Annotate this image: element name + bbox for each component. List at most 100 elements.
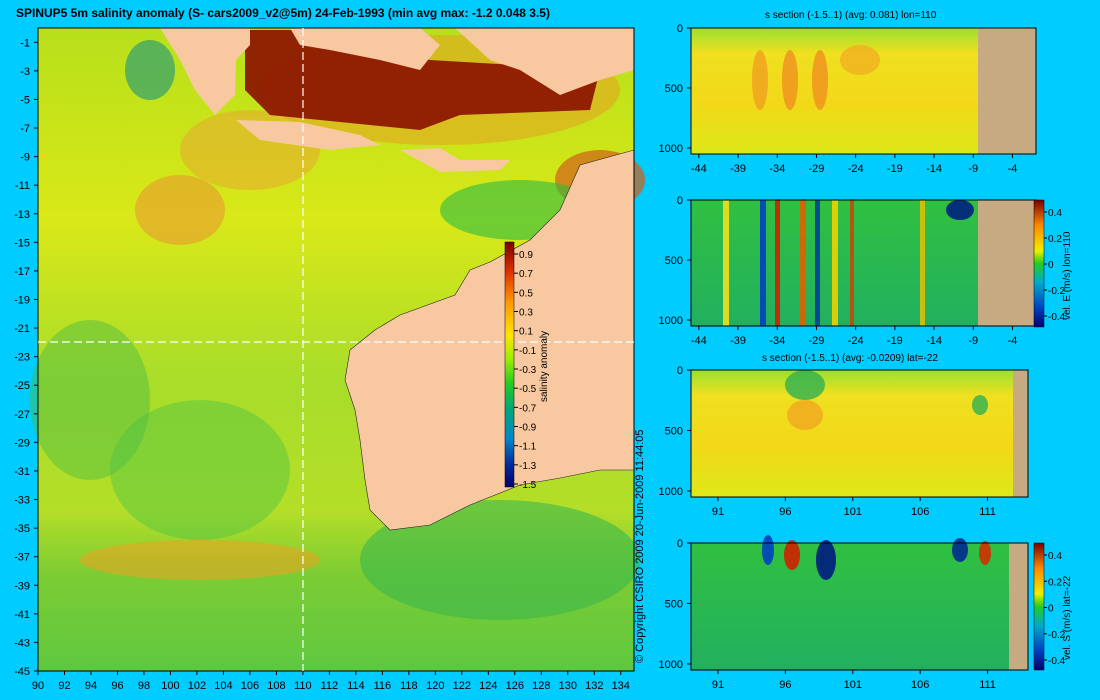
vel-e-label: vel. E (m/s) lon=110 (1062, 231, 1073, 320)
main-map-title: SPINUP5 5m salinity anomaly (S- cars2009… (16, 6, 550, 20)
x-tick-label: 104 (214, 680, 232, 692)
y-tick-label: -13 (14, 209, 30, 221)
x-tick-label: 102 (188, 680, 206, 692)
section-y-tick-label: 500 (665, 598, 683, 610)
section-x-tick-label: 96 (779, 506, 791, 518)
section-y-tick-label: 1000 (659, 486, 683, 498)
y-tick-label: -17 (14, 266, 30, 278)
y-tick-label: -37 (14, 552, 30, 564)
colorbar-tick-label: -0.1 (519, 346, 537, 357)
panel-sal-lat (690, 369, 1029, 498)
section-x-tick-label: 91 (712, 506, 724, 518)
section-x-tick-label: -4 (1008, 335, 1018, 347)
section-x-tick-label: 91 (712, 679, 724, 691)
y-tick-label: -11 (15, 180, 30, 192)
section-y-tick-label: 1000 (659, 143, 683, 155)
vel-colorbar-tick-label: -0.4 (1048, 312, 1066, 323)
section-x-tick-label: -19 (887, 163, 903, 175)
x-tick-label: 96 (111, 680, 123, 692)
lesser-sunda-land (400, 148, 510, 172)
y-tick-label: -7 (20, 123, 30, 135)
y-tick-label: -27 (14, 409, 30, 421)
x-tick-label: 134 (612, 680, 630, 692)
section-x-tick-label: -9 (968, 335, 978, 347)
sulawesi-land (455, 28, 634, 95)
map-plot-area (30, 27, 645, 672)
x-tick-label: 130 (559, 680, 577, 692)
section-y-tick-label: 1000 (659, 659, 683, 671)
section-x-tick-label: -4 (1008, 163, 1018, 175)
section-x-tick-label: -24 (848, 335, 864, 347)
colorbar-tick-label: 0.3 (519, 308, 533, 319)
borneo-land (290, 28, 440, 70)
section-y-tick-label: 0 (677, 23, 683, 35)
y-tick-label: -5 (20, 94, 30, 106)
section-x-tick-label: -44 (691, 335, 707, 347)
colorbar-tick-label: -1.3 (519, 461, 537, 472)
lon-section-title: s section (-1.5..1) (avg: 0.081) lon=110 (765, 10, 937, 21)
section-x-tick-label: -24 (848, 163, 864, 175)
main-colorbar (504, 241, 515, 488)
copyright-label: © Copyright CSIRO 2009 20-Jun-2009 11:44… (634, 429, 646, 663)
x-tick-label: 116 (374, 680, 392, 692)
y-tick-label: -41 (14, 609, 30, 621)
section-x-tick-label: -44 (691, 163, 707, 175)
vel-s-colorbar (1033, 542, 1045, 671)
section-x-tick-label: 111 (979, 506, 996, 518)
vel-colorbar-tick-label: 0.4 (1048, 208, 1062, 219)
vel-colorbar-tick-label: 0.4 (1048, 551, 1062, 562)
y-tick-label: -9 (20, 152, 30, 164)
y-tick-label: -15 (14, 237, 30, 249)
y-tick-label: -1 (20, 37, 30, 49)
x-tick-label: 90 (32, 680, 44, 692)
x-tick-label: 94 (85, 680, 97, 692)
section-y-tick-label: 0 (677, 365, 683, 377)
y-tick-label: -35 (14, 523, 30, 535)
section-x-tick-label: -29 (809, 163, 825, 175)
section-y-tick-label: 1000 (659, 315, 683, 327)
x-tick-label: 122 (453, 680, 471, 692)
section-x-tick-label: 101 (844, 506, 862, 518)
x-tick-label: 126 (506, 680, 524, 692)
x-tick-label: 114 (347, 680, 365, 692)
y-tick-label: -21 (14, 323, 30, 335)
section-x-tick-label: 106 (911, 679, 929, 691)
map-frame (37, 27, 635, 672)
section-x-tick-label: -34 (769, 163, 785, 175)
colorbar-tick-label: 0.7 (519, 269, 533, 280)
colorbar-tick-label: -0.7 (519, 403, 537, 414)
x-tick-label: 106 (241, 680, 259, 692)
x-tick-label: 110 (294, 680, 312, 692)
colorbar-label: salinity anomaly (539, 330, 550, 402)
section-y-tick-label: 0 (677, 538, 683, 550)
colorbar-tick-label: -1.1 (519, 442, 537, 453)
y-tick-label: -23 (14, 352, 30, 364)
salinity-plume (245, 30, 600, 130)
y-tick-label: -45 (14, 666, 30, 678)
vel-colorbar-tick-label: 0 (1048, 260, 1054, 271)
section-y-tick-label: 500 (665, 83, 683, 95)
y-tick-label: -19 (14, 294, 30, 306)
section-x-tick-label: -9 (968, 163, 978, 175)
section-x-tick-label: -14 (926, 163, 942, 175)
x-tick-label: 128 (532, 680, 550, 692)
colorbar-tick-label: -0.5 (519, 384, 537, 395)
x-tick-label: 132 (585, 680, 603, 692)
x-tick-label: 98 (138, 680, 150, 692)
y-tick-label: -25 (14, 380, 30, 392)
x-tick-label: 120 (426, 680, 444, 692)
panel-sal-lon (690, 27, 1037, 155)
vel-colorbar-tick-label: 0.2 (1048, 234, 1062, 245)
vel-e-colorbar (1033, 199, 1045, 328)
section-y-tick-label: 500 (665, 255, 683, 267)
section-x-tick-label: -14 (926, 335, 942, 347)
vel-s-label: vel. S (m/s) lat=-22 (1062, 575, 1073, 660)
x-tick-label: 100 (161, 680, 179, 692)
section-y-tick-label: 500 (665, 425, 683, 437)
vel-colorbar-tick-label: 0.2 (1048, 577, 1062, 588)
y-tick-label: -43 (14, 637, 30, 649)
vel-colorbar-tick-label: -0.4 (1048, 656, 1066, 667)
section-x-tick-label: 96 (779, 679, 791, 691)
panel-vel-e (690, 199, 1037, 327)
